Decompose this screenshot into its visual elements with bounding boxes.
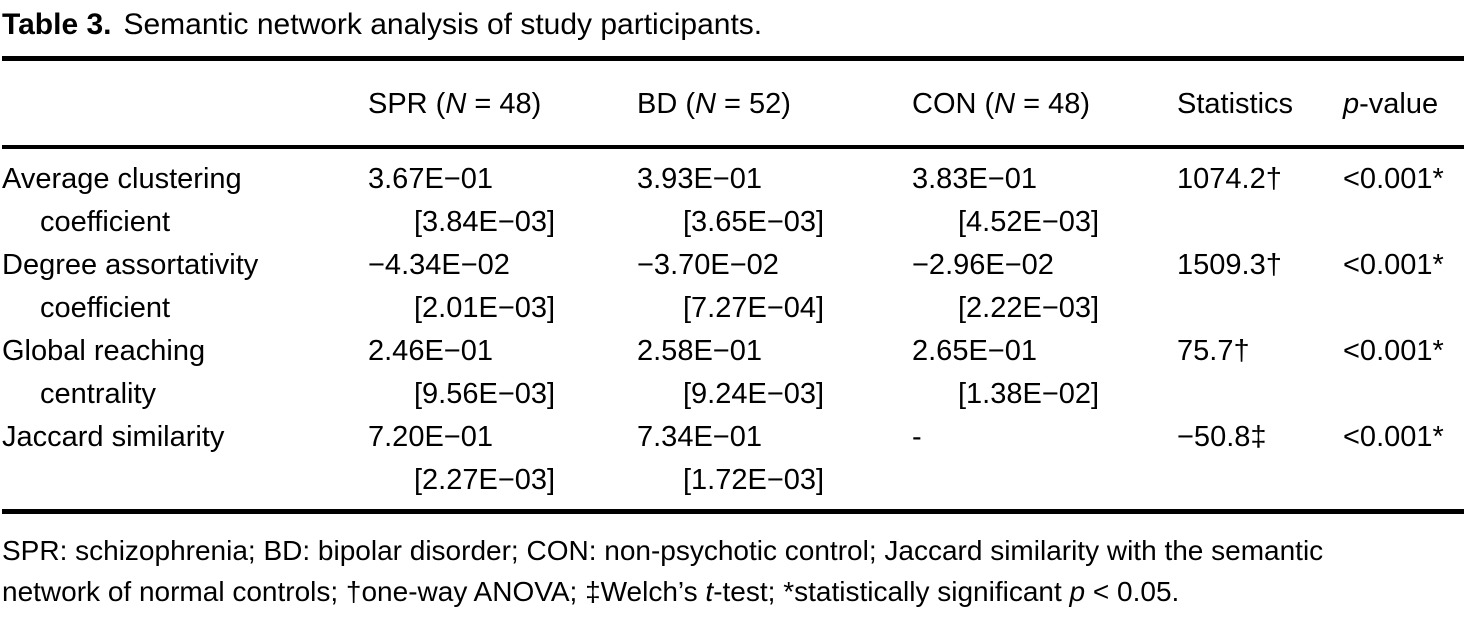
value-mean: 2.65E−01 [912,335,1037,367]
spr-value-cell: −4.34E−02 [2.01E−03] [368,244,637,330]
p-value-cell: <0.001* [1343,416,1464,502]
col-header-metric [2,87,368,121]
footnote-line2: network of normal controls; †one-way ANO… [2,576,1180,607]
value-mean: 3.83E−01 [912,163,1037,195]
table-header-row: SPR (N = 48) BD (N = 52) CON (N = 48) St… [2,61,1464,149]
value-mean: 7.34E−01 [637,421,762,453]
metric-label: Jaccard similarity [2,416,368,502]
statistic-value: 1509.3† [1177,249,1282,281]
metric-label-line1: Average clustering [2,163,242,195]
metric-label: Degree assortativity coefficient [2,244,368,330]
col-header-con: CON (N = 48) [912,88,1091,120]
value-mean: 2.46E−01 [368,335,493,367]
value-sd: [2.22E−03] [958,292,1100,324]
metric-label-line1: Global reaching [2,335,206,367]
metric-label-line1: Degree assortativity [2,249,259,281]
p-value-cell: <0.001* [1343,158,1464,244]
table-row-jaccard-similarity: Jaccard similarity 7.20E−01 [2.27E−03] 7… [2,416,1464,502]
statistic-value: −50.8‡ [1177,421,1267,453]
value-sd: [9.56E−03] [414,378,556,410]
value-mean: - [912,421,922,453]
metric-label: Average clustering coefficient [2,158,368,244]
table-body: Average clustering coefficient 3.67E−01 … [2,149,1464,509]
value-mean: 3.67E−01 [368,163,493,195]
p-value: <0.001* [1343,249,1444,281]
value-sd: [4.52E−03] [958,206,1100,238]
value-sd: [3.84E−03] [414,206,556,238]
value-sd [912,459,1177,502]
bd-value-cell: −3.70E−02 [7.27E−04] [637,244,912,330]
col-header-p-value: p-value [1343,88,1439,120]
statistic-value: 75.7† [1177,335,1250,367]
statistic-value: 1074.2† [1177,163,1282,195]
table-number-label: Table 3. [2,8,112,41]
value-mean: −4.34E−02 [368,249,510,281]
table-caption: Table 3. Semantic network analysis of stu… [2,6,1464,44]
table-caption-text: Semantic network analysis of study parti… [123,8,763,41]
metric-label-line1: Jaccard similarity [2,421,225,453]
data-table: SPR (N = 48) BD (N = 52) CON (N = 48) St… [2,56,1464,514]
metric-label-line2: coefficient [40,206,171,238]
value-sd: [2.27E−03] [414,464,556,496]
statistic-cell: 1509.3† [1177,244,1343,330]
col-header-statistics: Statistics [1177,88,1294,120]
col-header-bd: BD (N = 52) [637,88,791,120]
metric-label: Global reaching centrality [2,330,368,416]
value-sd: [7.27E−04] [683,292,825,324]
bd-value-cell: 7.34E−01 [1.72E−03] [637,416,912,502]
con-value-cell: 2.65E−01 [1.38E−02] [912,330,1177,416]
footnote-line1: SPR: schizophrenia; BD: bipolar disorder… [2,535,1324,566]
con-value-cell: 3.83E−01 [4.52E−03] [912,158,1177,244]
value-sd: [3.65E−03] [683,206,825,238]
spr-value-cell: 7.20E−01 [2.27E−03] [368,416,637,502]
value-mean: −3.70E−02 [637,249,779,281]
table-row-average-clustering: Average clustering coefficient 3.67E−01 … [2,158,1464,244]
statistic-cell: −50.8‡ [1177,416,1343,502]
value-mean: 7.20E−01 [368,421,493,453]
metric-label-line2 [2,459,368,502]
table-row-global-reaching: Global reaching centrality 2.46E−01 [9.5… [2,330,1464,416]
table-row-degree-assortativity: Degree assortativity coefficient −4.34E−… [2,244,1464,330]
table-footnote: SPR: schizophrenia; BD: bipolar disorder… [2,530,1464,612]
value-sd: [1.38E−02] [958,378,1100,410]
statistic-cell: 1074.2† [1177,158,1343,244]
bd-value-cell: 2.58E−01 [9.24E−03] [637,330,912,416]
value-sd: [9.24E−03] [683,378,825,410]
p-value: <0.001* [1343,163,1444,195]
con-value-cell: −2.96E−02 [2.22E−03] [912,244,1177,330]
p-value-cell: <0.001* [1343,244,1464,330]
p-value: <0.001* [1343,335,1444,367]
metric-label-line2: centrality [40,378,157,410]
con-value-cell: - [912,416,1177,502]
value-mean: 3.93E−01 [637,163,762,195]
value-mean: 2.58E−01 [637,335,762,367]
spr-value-cell: 2.46E−01 [9.56E−03] [368,330,637,416]
p-value-cell: <0.001* [1343,330,1464,416]
p-value: <0.001* [1343,421,1444,453]
metric-label-line2: coefficient [40,292,171,324]
col-header-spr: SPR (N = 48) [368,88,542,120]
spr-value-cell: 3.67E−01 [3.84E−03] [368,158,637,244]
bd-value-cell: 3.93E−01 [3.65E−03] [637,158,912,244]
value-mean: −2.96E−02 [912,249,1054,281]
value-sd: [2.01E−03] [414,292,556,324]
value-sd: [1.72E−03] [683,464,825,496]
statistic-cell: 75.7† [1177,330,1343,416]
